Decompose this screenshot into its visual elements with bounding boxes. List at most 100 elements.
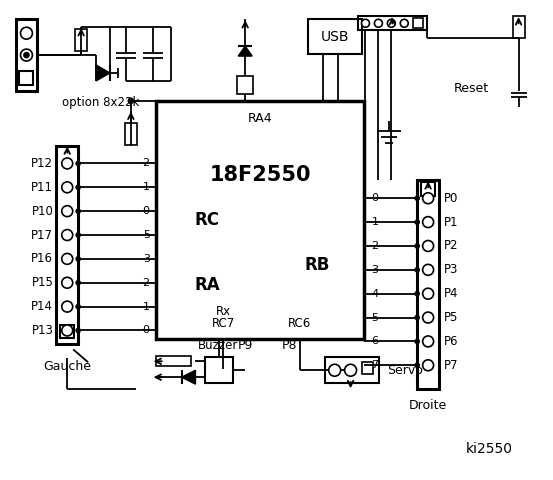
Bar [362, 362, 373, 374]
Circle shape [76, 281, 80, 285]
Bar [19, 71, 33, 85]
Text: 3: 3 [143, 254, 150, 264]
Circle shape [62, 182, 72, 193]
Circle shape [62, 277, 72, 288]
Circle shape [345, 364, 357, 376]
Circle shape [422, 216, 434, 228]
Circle shape [415, 292, 419, 296]
Text: 5: 5 [143, 230, 150, 240]
Circle shape [76, 257, 80, 261]
Circle shape [24, 53, 29, 58]
Text: 1: 1 [143, 182, 150, 192]
Bar [237, 76, 253, 94]
Text: RC6: RC6 [288, 317, 311, 330]
Text: 0: 0 [143, 206, 150, 216]
Circle shape [328, 364, 341, 376]
Text: P16: P16 [32, 252, 53, 265]
Text: option 8x22k: option 8x22k [62, 96, 140, 109]
Text: 2: 2 [143, 158, 150, 168]
Circle shape [415, 268, 419, 272]
Circle shape [415, 196, 419, 200]
Polygon shape [181, 370, 195, 384]
Text: 2: 2 [372, 241, 379, 251]
Text: 0: 0 [372, 193, 378, 203]
Bar [15, 19, 38, 91]
Bar [75, 29, 87, 51]
Text: RA: RA [195, 276, 220, 294]
Text: P0: P0 [444, 192, 458, 205]
Text: RB: RB [304, 256, 330, 274]
Circle shape [128, 98, 133, 103]
Circle shape [76, 161, 80, 166]
Bar [156, 356, 190, 366]
Bar [56, 145, 78, 344]
Polygon shape [238, 46, 252, 56]
Bar [205, 357, 233, 383]
Text: P17: P17 [32, 228, 53, 241]
Text: Droite: Droite [409, 398, 447, 411]
Text: P3: P3 [444, 264, 458, 276]
Text: RC: RC [195, 211, 220, 229]
Text: RC7: RC7 [212, 317, 235, 330]
Circle shape [422, 360, 434, 371]
Bar [308, 19, 363, 54]
Text: 2: 2 [143, 278, 150, 288]
Text: P10: P10 [32, 204, 53, 217]
Text: Servo: Servo [387, 364, 423, 377]
Text: P6: P6 [444, 335, 458, 348]
Text: Reset: Reset [453, 83, 489, 96]
Bar [413, 18, 423, 28]
Circle shape [20, 49, 33, 61]
Text: Gauche: Gauche [43, 360, 91, 373]
Circle shape [76, 185, 80, 189]
Circle shape [62, 229, 72, 240]
Circle shape [422, 312, 434, 323]
Circle shape [62, 253, 72, 264]
Text: P4: P4 [444, 287, 458, 300]
Circle shape [415, 244, 419, 248]
Circle shape [362, 19, 369, 27]
Circle shape [62, 325, 72, 336]
Text: 1: 1 [143, 301, 150, 312]
Circle shape [374, 19, 382, 27]
Text: P14: P14 [32, 300, 53, 313]
Circle shape [76, 305, 80, 309]
Bar [358, 16, 427, 30]
Circle shape [387, 19, 395, 27]
Circle shape [422, 193, 434, 204]
Bar [125, 123, 137, 144]
Circle shape [422, 288, 434, 299]
Polygon shape [96, 65, 110, 81]
Text: 5: 5 [372, 312, 378, 323]
Text: 1: 1 [372, 217, 378, 227]
Text: P5: P5 [444, 311, 458, 324]
Text: 0: 0 [143, 325, 150, 336]
Text: P1: P1 [444, 216, 458, 228]
Text: P15: P15 [32, 276, 53, 289]
Circle shape [76, 233, 80, 237]
Circle shape [76, 328, 80, 333]
Bar [156, 101, 364, 339]
Text: RA4: RA4 [248, 112, 273, 125]
Text: P2: P2 [444, 240, 458, 252]
Circle shape [415, 339, 419, 343]
Circle shape [415, 363, 419, 367]
Circle shape [422, 264, 434, 276]
Text: P13: P13 [32, 324, 53, 337]
Text: USB: USB [321, 30, 349, 44]
Bar [513, 16, 525, 38]
Circle shape [62, 301, 72, 312]
Text: P9: P9 [237, 339, 253, 352]
Text: P12: P12 [32, 157, 53, 170]
Bar [60, 324, 74, 338]
Circle shape [415, 220, 419, 224]
Circle shape [422, 240, 434, 252]
Circle shape [422, 336, 434, 347]
Text: P11: P11 [32, 181, 53, 194]
Text: P7: P7 [444, 359, 458, 372]
Circle shape [62, 158, 72, 169]
Circle shape [400, 19, 408, 27]
Text: 7: 7 [372, 360, 379, 370]
Text: ki2550: ki2550 [465, 442, 512, 456]
Text: P8: P8 [282, 339, 298, 352]
